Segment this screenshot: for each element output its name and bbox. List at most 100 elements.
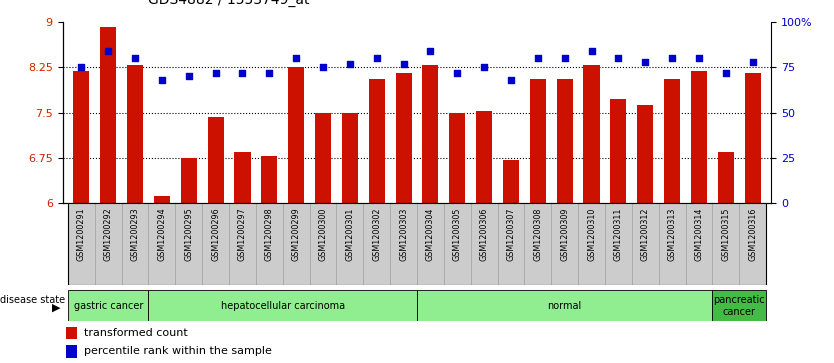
Bar [181,158,197,203]
Point [477,64,490,70]
Bar [417,203,444,285]
Bar [395,73,412,203]
Point [75,64,88,70]
Text: pancreatic
cancer: pancreatic cancer [713,295,765,317]
Bar [745,73,761,203]
Bar [632,203,659,285]
Point [639,59,652,65]
Bar [256,203,283,285]
Bar [664,79,681,203]
Text: GSM1200297: GSM1200297 [238,207,247,261]
Point [316,64,329,70]
Bar [95,203,122,285]
Bar [315,113,331,203]
Bar [530,79,546,203]
Point [505,77,518,83]
Point [155,77,168,83]
Bar [739,203,766,285]
Point [666,55,679,61]
Text: gastric cancer: gastric cancer [73,301,143,311]
Bar [229,203,256,285]
Point [558,55,571,61]
Point [344,61,357,66]
Text: GSM1200313: GSM1200313 [667,207,676,261]
Bar [712,203,739,285]
Bar [283,203,309,285]
Point [209,70,223,76]
Text: GSM1200304: GSM1200304 [426,207,435,261]
Bar [66,327,77,339]
Bar [175,203,202,285]
Point [531,55,545,61]
Bar [718,152,734,203]
Bar [712,290,766,321]
Text: disease state: disease state [0,295,65,305]
Text: GSM1200292: GSM1200292 [103,207,113,261]
Bar [659,203,686,285]
Text: GSM1200314: GSM1200314 [695,207,703,261]
Text: GSM1200310: GSM1200310 [587,207,596,261]
Bar [369,79,384,203]
Point [102,48,115,54]
Bar [364,203,390,285]
Text: normal: normal [548,301,582,311]
Bar [122,203,148,285]
Bar [148,290,417,321]
Bar [605,203,632,285]
Bar [498,203,525,285]
Bar [68,203,95,285]
Bar [525,203,551,285]
Bar [450,113,465,203]
Text: GSM1200308: GSM1200308 [533,207,542,261]
Text: ▶: ▶ [52,302,60,313]
Bar [610,99,626,203]
Text: percentile rank within the sample: percentile rank within the sample [83,346,272,356]
Point [692,55,706,61]
Bar [127,65,143,203]
Point [611,55,625,61]
Bar [342,113,358,203]
Bar [261,156,278,203]
Text: GSM1200301: GSM1200301 [345,207,354,261]
Bar [584,65,600,203]
Bar [390,203,417,285]
Bar [551,203,578,285]
Point [289,55,303,61]
Text: GSM1200316: GSM1200316 [748,207,757,261]
Bar [148,203,175,285]
Bar [202,203,229,285]
Text: GSM1200294: GSM1200294 [158,207,167,261]
Text: GDS4882 / 1553749_at: GDS4882 / 1553749_at [148,0,309,7]
Text: GSM1200307: GSM1200307 [506,207,515,261]
Text: GSM1200295: GSM1200295 [184,207,193,261]
Bar [73,72,89,203]
Bar [309,203,336,285]
Bar [68,290,148,321]
Point [128,55,142,61]
Text: GSM1200293: GSM1200293 [131,207,139,261]
Point [182,73,195,79]
Bar [288,67,304,203]
Bar [444,203,470,285]
Text: GSM1200302: GSM1200302 [372,207,381,261]
Text: GSM1200309: GSM1200309 [560,207,569,261]
Bar [637,105,653,203]
Bar [686,203,712,285]
Point [585,48,598,54]
Text: hepatocellular carcinoma: hepatocellular carcinoma [221,301,344,311]
Bar [556,79,573,203]
Point [370,55,384,61]
Point [397,61,410,66]
Bar [422,65,439,203]
Text: GSM1200291: GSM1200291 [77,207,86,261]
Text: GSM1200296: GSM1200296 [211,207,220,261]
Bar [503,160,519,203]
Text: GSM1200315: GSM1200315 [721,207,731,261]
Point [236,70,249,76]
Text: GSM1200299: GSM1200299 [292,207,301,261]
Bar [208,117,224,203]
Text: GSM1200303: GSM1200303 [399,207,408,261]
Point [746,59,759,65]
Point [719,70,732,76]
Text: GSM1200300: GSM1200300 [319,207,328,261]
